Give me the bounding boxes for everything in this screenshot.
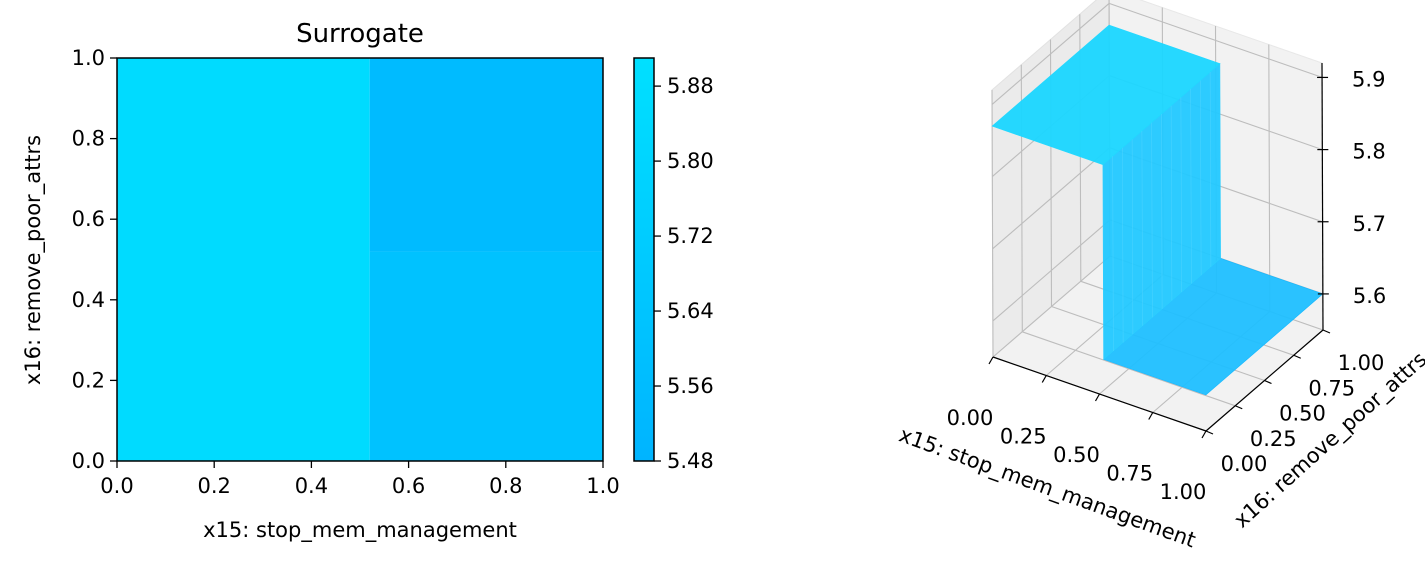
surface-mesh-line	[1161, 114, 1163, 309]
y-tick-label: 0.4	[72, 288, 105, 312]
surface-x-tick-mark	[1148, 412, 1154, 420]
surface-y-tick-label: 0.00	[1221, 452, 1268, 476]
surface-y-tick-label: 0.75	[1308, 376, 1355, 400]
heatmap-cell	[117, 58, 370, 461]
surface-x-tick-label: 0.00	[947, 406, 994, 430]
surface-x-tick-mark	[988, 356, 994, 365]
heatmap-frame	[116, 57, 604, 462]
y-tick-label: 1.0	[72, 46, 105, 70]
surface-z-tick-label: 5.9	[1352, 67, 1385, 91]
surface-y-tick-mark	[1264, 379, 1272, 385]
surface-y-tick-mark	[1205, 430, 1214, 435]
colorbar-ticks: 5.48 5.56 5.64 5.72 5.80 5.88	[654, 74, 714, 473]
x-tick-label: 0.4	[295, 474, 328, 498]
colorbar-tick-label: 5.80	[667, 149, 714, 173]
surface-y-tick-mark	[1235, 405, 1243, 410]
surface-y-tick-label: 0.50	[1279, 402, 1326, 426]
y-tick-label: 0.8	[72, 127, 105, 151]
z-gridline	[991, 2, 1323, 105]
y-gridline	[1020, 64, 1236, 407]
surface-x-tick-label: 0.25	[1000, 425, 1047, 449]
surface-x-tick-mark	[1041, 375, 1047, 383]
surface-mesh-line	[1170, 105, 1173, 301]
surface-mesh-line	[1180, 97, 1182, 293]
surface-mesh-line	[1200, 80, 1202, 276]
heatmap-chart: Surrogate 0.0 0.2 0.4 0.6 0.8 1.0 0.00.20.40.…	[21, 19, 620, 543]
surface-z-ticks: 5.6 5.7 5.8 5.9	[1317, 67, 1386, 308]
heatmap-y-axis-label: x16: remove_poor_attrs	[21, 135, 46, 385]
surface-mesh-line	[1112, 156, 1114, 351]
x-tick-label: 1.0	[586, 474, 619, 498]
colorbar-tick-label: 5.48	[667, 449, 714, 473]
surface-y-tick-mark	[1322, 329, 1331, 334]
surface-x-tick-label: 1.00	[1160, 480, 1207, 504]
heatmap-x-ticks: 0.0 0.2 0.4 0.6 0.8 1.0	[100, 461, 620, 498]
colorbar-tick-label: 5.72	[667, 224, 714, 248]
surface-mesh-line	[1151, 122, 1153, 318]
colorbar-tick-label: 5.64	[667, 299, 714, 323]
colorbar: 5.48 5.56 5.64 5.72 5.80 5.88	[633, 57, 714, 473]
colorbar-tick-label: 5.56	[667, 374, 714, 398]
surface-y-tick-label: 1.00	[1338, 351, 1385, 375]
surface-high-plateau	[991, 24, 1221, 165]
y-tick-label: 0.2	[72, 368, 105, 392]
surface-x-tick-mark	[1094, 393, 1101, 402]
surface-y-ticks: 0.000.250.500.751.00	[1205, 329, 1385, 476]
colorbar-gradient	[633, 57, 655, 462]
surface-y-tick-label: 0.25	[1250, 427, 1297, 451]
x-tick-label: 0.6	[392, 474, 425, 498]
y-tick-label: 0.0	[72, 449, 105, 473]
colorbar-tick-label: 5.88	[667, 74, 714, 98]
x-tick-label: 0.2	[197, 474, 230, 498]
heatmap-cells	[117, 58, 603, 461]
surface-z-tick-label: 5.8	[1352, 140, 1385, 164]
y-tick-label: 0.6	[72, 207, 105, 231]
z-axis-line	[1321, 62, 1324, 331]
surface-mesh	[991, 24, 1324, 396]
heatmap-y-ticks: 0.0 0.2 0.4 0.6 0.8 1.0	[72, 46, 117, 473]
heatmap-x-axis-label: x15: stop_mem_management	[203, 518, 517, 543]
surface-x-axis-label: x15: stop_mem_management	[896, 422, 1199, 553]
surface-x-tick-label: 0.75	[1106, 462, 1153, 486]
surface-x-ticks: 0.000.250.500.75 1.00	[947, 356, 1207, 504]
heatmap-cell	[369, 58, 603, 252]
surface-mesh-line	[1190, 88, 1192, 284]
surface-mesh-line	[1141, 130, 1143, 326]
surface-mesh-line	[1122, 147, 1124, 343]
surface-z-tick-label: 5.6	[1353, 284, 1386, 308]
surface-z-tick-label: 5.7	[1353, 212, 1386, 236]
surface-mesh-line	[1131, 139, 1134, 335]
x-tick-label: 0.0	[100, 474, 133, 498]
surface-3d-chart: 0.000.250.500.751.00 0.000.250.500.751.0…	[896, 0, 1425, 553]
surface-mesh-line	[1209, 71, 1212, 267]
surface-x-tick-label: 0.50	[1053, 443, 1100, 467]
surface-y-tick-mark	[1293, 354, 1301, 359]
heatmap-cell	[369, 251, 603, 461]
heatmap-title: Surrogate	[296, 19, 424, 49]
surface-x-tick-mark	[1201, 430, 1207, 439]
x-tick-label: 0.8	[489, 474, 522, 498]
